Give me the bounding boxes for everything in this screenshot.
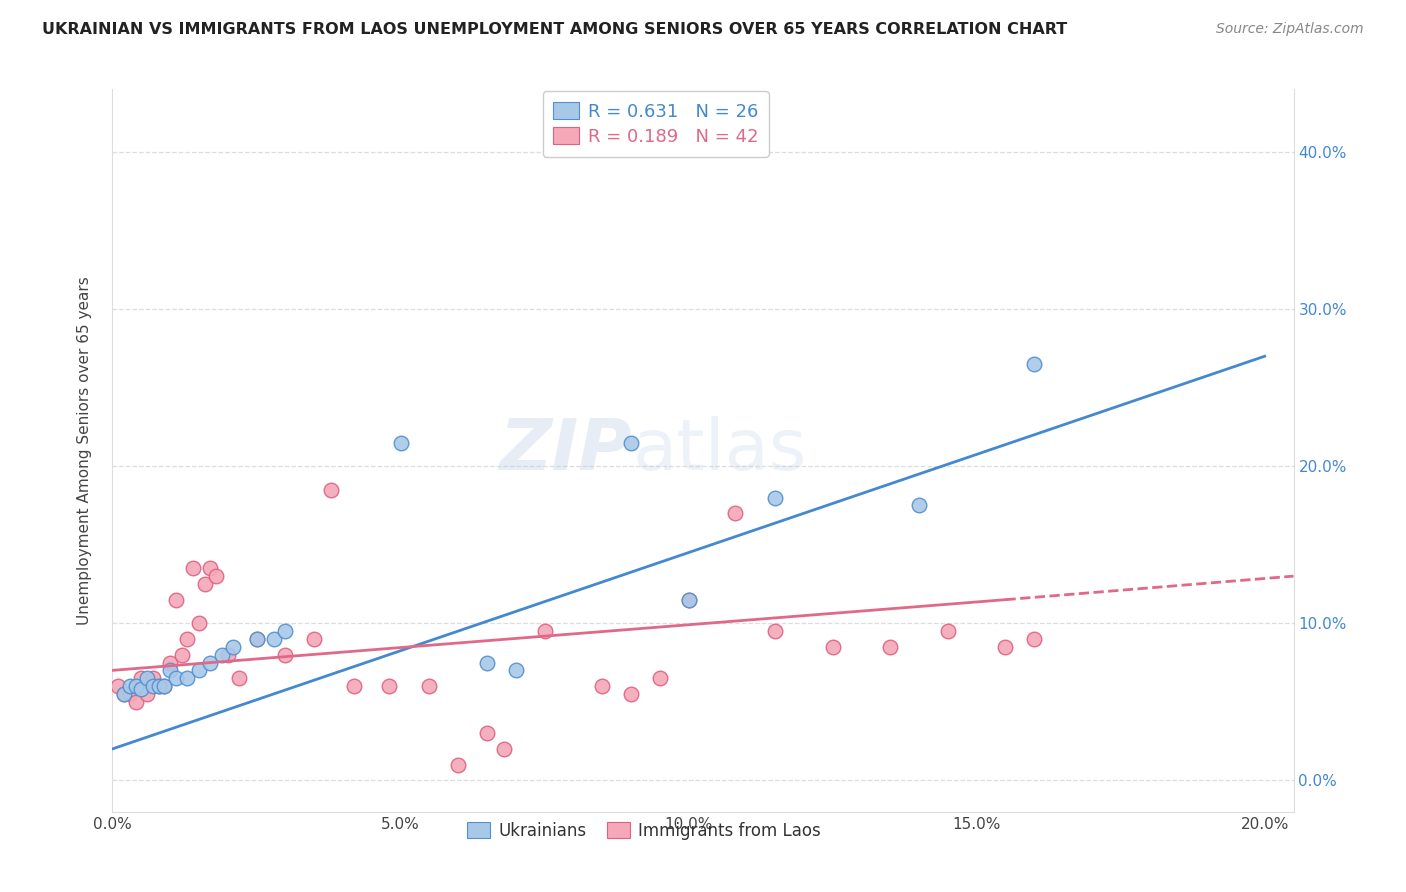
Point	[211, 648, 233, 662]
Point	[475, 726, 498, 740]
Point	[222, 640, 245, 654]
Point	[165, 671, 187, 685]
Point	[112, 687, 135, 701]
Point	[302, 632, 325, 646]
Point	[181, 561, 204, 575]
Point	[763, 491, 786, 505]
Point	[228, 671, 250, 685]
Text: UKRAINIAN VS IMMIGRANTS FROM LAOS UNEMPLOYMENT AMONG SENIORS OVER 65 YEARS CORRE: UKRAINIAN VS IMMIGRANTS FROM LAOS UNEMPL…	[42, 22, 1067, 37]
Point	[129, 671, 152, 685]
Point	[200, 656, 222, 670]
Point	[136, 687, 159, 701]
Point	[994, 640, 1017, 654]
Point	[378, 679, 401, 693]
Point	[194, 577, 217, 591]
Point	[908, 499, 931, 513]
Point	[620, 687, 643, 701]
Point	[821, 640, 844, 654]
Point	[648, 671, 671, 685]
Point	[533, 624, 555, 639]
Legend: Ukrainians, Immigrants from Laos: Ukrainians, Immigrants from Laos	[460, 815, 828, 847]
Y-axis label: Unemployment Among Seniors over 65 years: Unemployment Among Seniors over 65 years	[77, 277, 91, 624]
Point	[107, 679, 129, 693]
Point	[274, 648, 297, 662]
Point	[136, 671, 159, 685]
Point	[321, 483, 343, 497]
Point	[494, 742, 516, 756]
Point	[142, 671, 165, 685]
Point	[187, 616, 209, 631]
Point	[205, 569, 228, 583]
Point	[129, 682, 152, 697]
Text: atlas: atlas	[633, 416, 807, 485]
Point	[724, 506, 747, 520]
Point	[245, 632, 267, 646]
Point	[124, 679, 146, 693]
Point	[124, 695, 146, 709]
Point	[475, 656, 498, 670]
Point	[678, 592, 700, 607]
Text: ZIP: ZIP	[501, 416, 633, 485]
Text: Source: ZipAtlas.com: Source: ZipAtlas.com	[1216, 22, 1364, 37]
Point	[142, 679, 165, 693]
Point	[118, 679, 141, 693]
Point	[118, 687, 141, 701]
Point	[343, 679, 366, 693]
Point	[187, 664, 209, 678]
Point	[148, 679, 170, 693]
Point	[763, 624, 786, 639]
Point	[153, 679, 176, 693]
Point	[879, 640, 901, 654]
Point	[165, 592, 187, 607]
Point	[447, 757, 470, 772]
Point	[153, 679, 176, 693]
Point	[1024, 632, 1046, 646]
Point	[148, 679, 170, 693]
Point	[620, 435, 643, 450]
Point	[389, 435, 412, 450]
Point	[418, 679, 440, 693]
Point	[112, 687, 135, 701]
Point	[591, 679, 613, 693]
Point	[274, 624, 297, 639]
Point	[159, 664, 181, 678]
Point	[678, 592, 700, 607]
Point	[505, 664, 527, 678]
Point	[936, 624, 959, 639]
Point	[176, 632, 198, 646]
Point	[200, 561, 222, 575]
Point	[170, 648, 193, 662]
Point	[1024, 357, 1046, 371]
Point	[263, 632, 285, 646]
Point	[176, 671, 198, 685]
Point	[245, 632, 267, 646]
Point	[159, 656, 181, 670]
Point	[217, 648, 239, 662]
